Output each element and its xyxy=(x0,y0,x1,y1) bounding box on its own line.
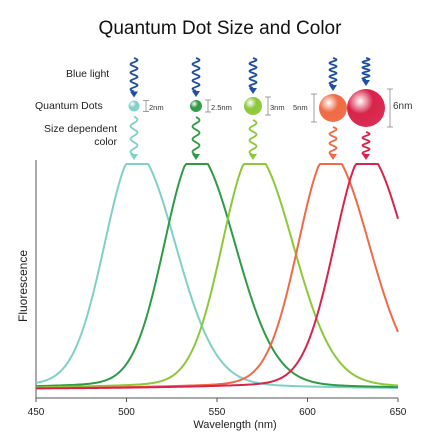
emitted-light-wave-arrow xyxy=(191,116,201,156)
quantum-dot-sphere xyxy=(319,94,347,122)
blue-light-wave-arrow xyxy=(191,57,201,92)
emitted-light-arrow-head xyxy=(130,154,138,160)
blue-light-arrow-head xyxy=(249,88,257,94)
emitted-light-wave-arrow xyxy=(361,131,371,156)
blue-light-wave-arrow xyxy=(129,57,139,93)
dot-size-label-2nm: 2nm xyxy=(149,103,164,112)
emitted-light-wave-arrow xyxy=(248,119,258,156)
emission-curve xyxy=(35,163,399,389)
emitted-light-arrow-head xyxy=(362,154,370,160)
emitted-light-arrow-head xyxy=(329,154,337,160)
quantum-dot-sphere xyxy=(128,100,140,112)
blue-light-wave-arrow xyxy=(248,57,258,89)
dot-size-label-6nm: 6nm xyxy=(393,101,413,112)
blue-light-arrow-head xyxy=(362,80,370,86)
quantum-dot-sphere xyxy=(347,89,385,127)
blue-light-arrow-head xyxy=(192,91,200,97)
size-dependent-label-line2: color xyxy=(94,136,117,148)
blue-light-wave-arrow xyxy=(361,57,371,81)
emitted-light-arrow-head xyxy=(192,154,200,160)
size-dependent-color-label: Size dependent color xyxy=(33,123,117,149)
emitted-light-wave-arrow xyxy=(328,126,338,156)
size-dependent-label-line1: Size dependent xyxy=(44,123,117,135)
blue-light-wave-arrow xyxy=(328,57,338,86)
x-tick-label: 650 xyxy=(389,407,407,418)
emission-curve xyxy=(35,163,399,390)
figure-title: Quantum Dot Size and Color xyxy=(98,18,342,39)
quantum-dot-sphere xyxy=(190,100,202,112)
blue-light-arrow-head xyxy=(130,91,138,98)
dot-size-label-5nm: 5nm xyxy=(293,103,308,112)
x-tick-label: 500 xyxy=(118,407,135,418)
x-tick-label: 450 xyxy=(27,407,45,418)
emitted-light-wave-arrow xyxy=(129,115,139,156)
emitted-light-arrow-head xyxy=(249,154,257,160)
dot-size-label-2-5nm: 2.5nm xyxy=(211,103,232,112)
emission-curve xyxy=(35,163,399,389)
dot-size-label-3nm: 3nm xyxy=(270,103,285,112)
quantum-dots-label: Quantum Dots xyxy=(35,100,103,112)
quantum-dot-sphere xyxy=(244,97,262,115)
x-axis-label: Wavelength (nm) xyxy=(193,419,277,431)
blue-light-arrow-head xyxy=(329,85,337,91)
x-tick-label: 550 xyxy=(208,407,226,418)
blue-light-label: Blue light xyxy=(66,68,110,80)
x-tick-label: 600 xyxy=(299,407,316,418)
y-axis-label: Fluorescence xyxy=(16,249,30,322)
emission-curve xyxy=(35,163,399,389)
